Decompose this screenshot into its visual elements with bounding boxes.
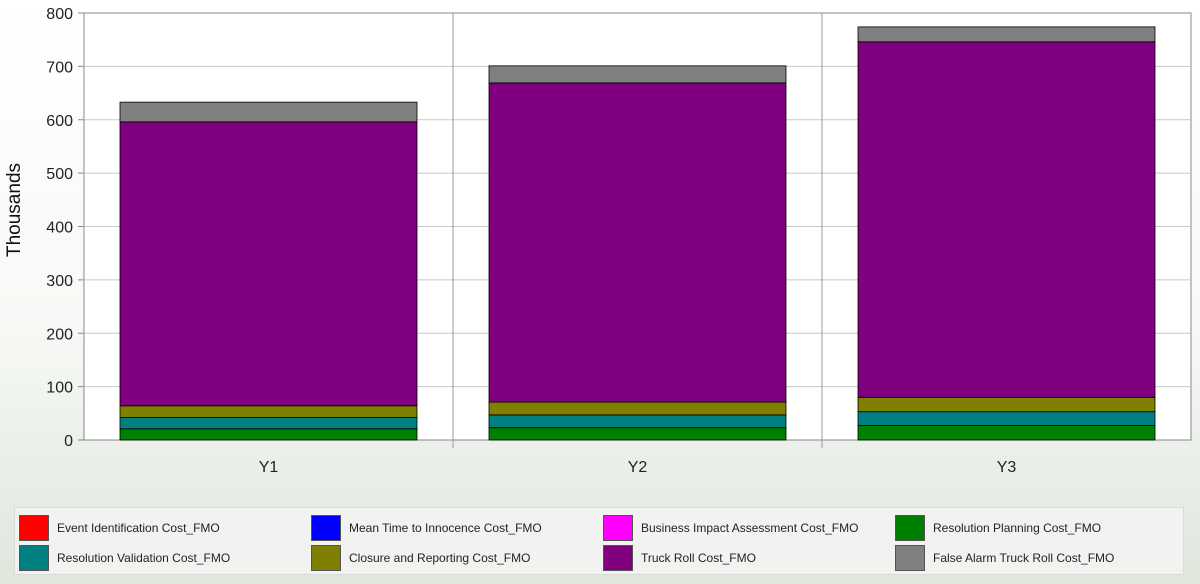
legend-item: Resolution Validation Cost_FMO [19,543,230,573]
legend-item: Resolution Planning Cost_FMO [895,513,1101,543]
legend-label: False Alarm Truck Roll Cost_FMO [933,551,1115,565]
x-tick-label: Y1 [259,459,279,476]
bar-segment [119,417,418,430]
bars-group [119,26,1156,441]
y-tick-label: 600 [46,113,73,130]
stacked-bar-chart: 0 100 200 300 400 500 600 700 800 Y1 Y2 Y3 Thousan… [4,6,1192,476]
y-tick-label: 100 [46,380,73,397]
legend-label: Truck Roll Cost_FMO [641,551,756,565]
legend: Event Identification Cost_FMO Mean Time t… [14,507,1184,575]
x-axis-ticks: Y1 Y2 Y3 [259,459,1017,476]
bar-segment [488,82,787,403]
bar-segment [119,121,418,407]
legend-swatch [19,515,49,541]
legend-item: Event Identification Cost_FMO [19,513,220,543]
y-tick-label: 0 [64,433,73,450]
y-axis-ticks: 0 100 200 300 400 500 600 700 800 [46,6,84,450]
legend-label: Event Identification Cost_FMO [57,521,220,535]
legend-label: Mean Time to Innocence Cost_FMO [349,521,542,535]
bar-segment [488,414,787,429]
legend-swatch [895,545,925,571]
legend-label: Business Impact Assessment Cost_FMO [641,521,859,535]
y-tick-label: 200 [46,326,73,343]
legend-item: False Alarm Truck Roll Cost_FMO [895,543,1114,573]
y-tick-label: 700 [46,59,73,76]
bar-segment [488,427,787,441]
bar-segment [857,26,1156,43]
x-tick-label: Y3 [997,459,1017,476]
legend-swatch [19,545,49,571]
legend-label: Closure and Reporting Cost_FMO [349,551,531,565]
legend-swatch [603,515,633,541]
bar-segment [119,101,418,123]
bar-segment [119,428,418,441]
legend-swatch [895,515,925,541]
bar-segment [119,405,418,418]
bar-segment [488,401,787,416]
legend-item: Truck Roll Cost_FMO [603,543,756,573]
legend-item: Business Impact Assessment Cost_FMO [603,513,858,543]
y-tick-label: 400 [46,220,73,237]
y-axis-label: Thousands [4,163,25,257]
bar-segment [857,41,1156,398]
legend-item: Closure and Reporting Cost_FMO [311,543,530,573]
legend-swatch [603,545,633,571]
legend-swatch [311,515,341,541]
y-tick-label: 500 [46,166,73,183]
bar-segment [857,411,1156,426]
legend-swatch [311,545,341,571]
bar-segment [857,396,1156,413]
y-tick-label: 800 [46,6,73,23]
x-tick-label: Y2 [628,459,648,476]
legend-item: Mean Time to Innocence Cost_FMO [311,513,542,543]
legend-label: Resolution Validation Cost_FMO [57,551,231,565]
legend-label: Resolution Planning Cost_FMO [933,521,1102,535]
bar-segment [488,65,787,84]
y-tick-label: 300 [46,273,73,290]
bar-segment [857,425,1156,441]
